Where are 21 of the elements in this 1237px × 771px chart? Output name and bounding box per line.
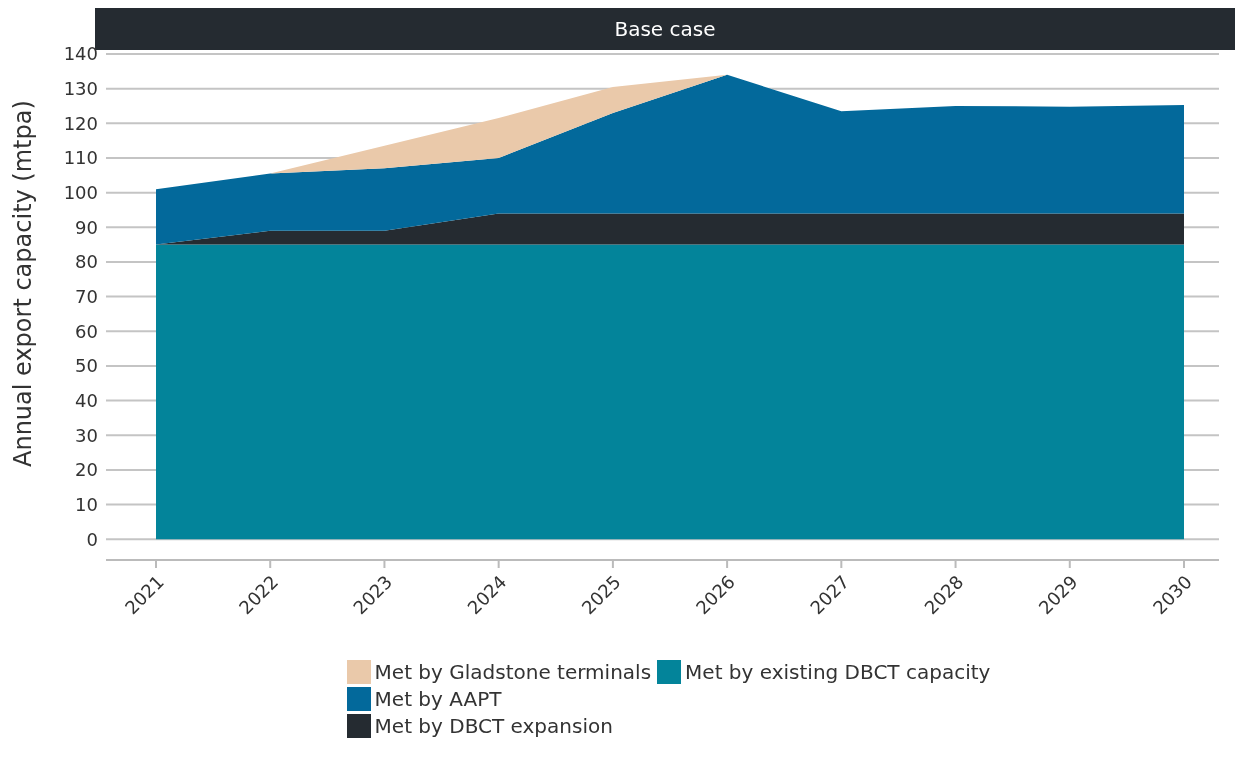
- legend-label: Met by Gladstone terminals: [374, 659, 652, 684]
- y-tick-label: 10: [75, 493, 98, 515]
- y-tick-label: 100: [63, 182, 98, 204]
- legend-label: Met by existing DBCT capacity: [685, 659, 991, 684]
- y-tick-label: 0: [86, 528, 98, 550]
- y-tick-label: 20: [75, 459, 98, 481]
- y-tick-label: 110: [63, 147, 98, 169]
- y-tick-label: 70: [75, 285, 98, 307]
- y-tick-label: 80: [75, 251, 98, 273]
- y-tick-label: 140: [63, 43, 98, 65]
- legend-label: Met by AAPT: [374, 686, 502, 711]
- y-tick-label: 120: [63, 112, 98, 134]
- y-tick-label: 30: [75, 424, 98, 446]
- chart-title: Base case: [614, 17, 716, 41]
- y-axis-title: Annual export capacity (mtpa): [8, 100, 37, 467]
- legend-label: Met by DBCT expansion: [374, 713, 613, 738]
- y-tick-label: 60: [75, 320, 98, 342]
- y-tick-label: 90: [75, 216, 98, 238]
- y-tick-label: 50: [75, 355, 98, 377]
- y-tick-label: 130: [63, 78, 98, 100]
- y-tick-label: 40: [75, 389, 98, 411]
